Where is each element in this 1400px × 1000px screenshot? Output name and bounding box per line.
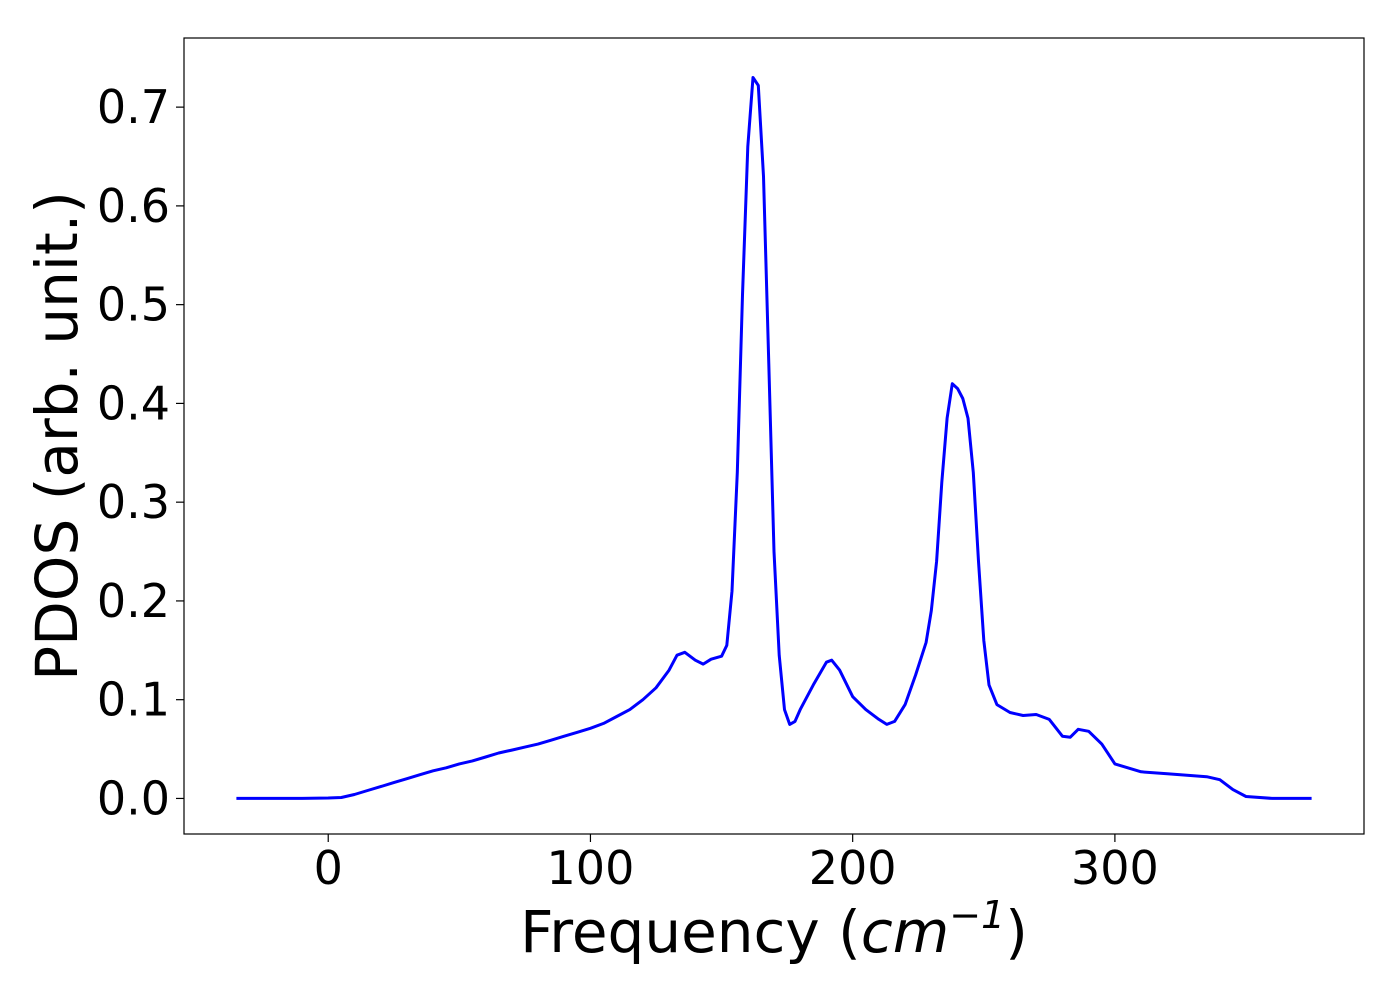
y-tick-label: 0.1 xyxy=(97,673,170,727)
y-axis-label: PDOS (arb. unit.) xyxy=(23,191,91,681)
y-tick-label: 0.0 xyxy=(97,771,170,825)
x-tick-label: 200 xyxy=(809,841,897,895)
y-axis-ticks: 0.0 0.1 0.2 0.3 0.4 0.5 0.6 0.7 xyxy=(97,80,184,825)
x-axis-label: Frequency (cm−1) xyxy=(520,893,1028,966)
x-tick-label: 0 xyxy=(314,841,343,895)
y-tick-label: 0.4 xyxy=(97,376,170,430)
x-axis-ticks: 0 100 200 300 xyxy=(314,834,1159,895)
y-tick-label: 0.2 xyxy=(97,574,170,628)
x-tick-label: 100 xyxy=(547,841,635,895)
y-tick-label: 0.5 xyxy=(97,278,170,332)
series-line-0 xyxy=(236,76,1312,800)
y-tick-label: 0.3 xyxy=(97,475,170,529)
x-tick-label: 300 xyxy=(1071,841,1159,895)
plot-layer xyxy=(236,76,1312,800)
plot-frame xyxy=(183,37,1365,835)
y-tick-label: 0.6 xyxy=(97,179,170,233)
y-tick-label: 0.7 xyxy=(97,80,170,134)
